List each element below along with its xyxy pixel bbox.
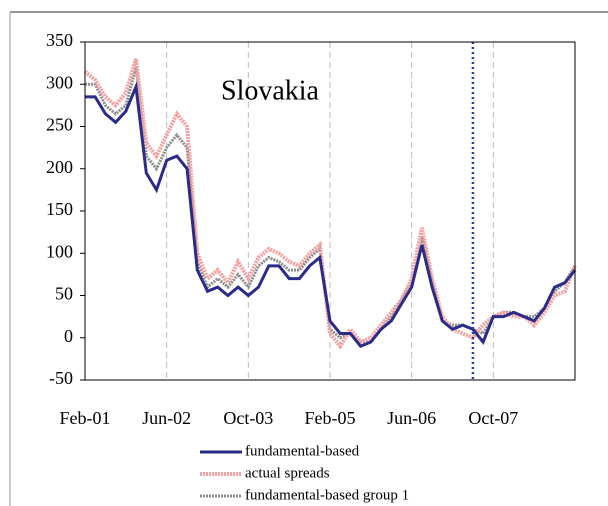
y-tick-label: 300 — [46, 72, 73, 92]
x-tick-label: Oct-07 — [468, 408, 518, 428]
legend-label: fundamental-based — [245, 443, 360, 459]
chart-title: Slovakia — [221, 75, 320, 106]
x-tick-label: Feb-01 — [60, 408, 111, 428]
plot — [80, 41, 577, 381]
y-tick-label: 50 — [55, 284, 73, 304]
y-tick-label: 250 — [46, 115, 73, 135]
legend-label: fundamental-based group 1 — [245, 487, 409, 503]
x-tick-label: Jun-02 — [142, 408, 191, 428]
plot-frame — [84, 41, 576, 381]
y-tick-label: 350 — [46, 30, 73, 50]
series-line — [85, 80, 577, 349]
y-tick-label: 150 — [46, 199, 73, 219]
x-tick-label: Jun-06 — [387, 408, 436, 428]
legend-label: actual spreads — [245, 465, 330, 481]
x-tick-label: Feb-05 — [305, 408, 356, 428]
y-tick-label: 200 — [46, 157, 73, 177]
y-tick-label: 100 — [46, 241, 73, 261]
y-tick-label: -50 — [49, 368, 73, 388]
y-tick-label: 0 — [64, 326, 73, 346]
x-tick-label: Oct-03 — [223, 408, 273, 428]
legend: fundamental-based actual spreads fundament… — [200, 443, 409, 503]
